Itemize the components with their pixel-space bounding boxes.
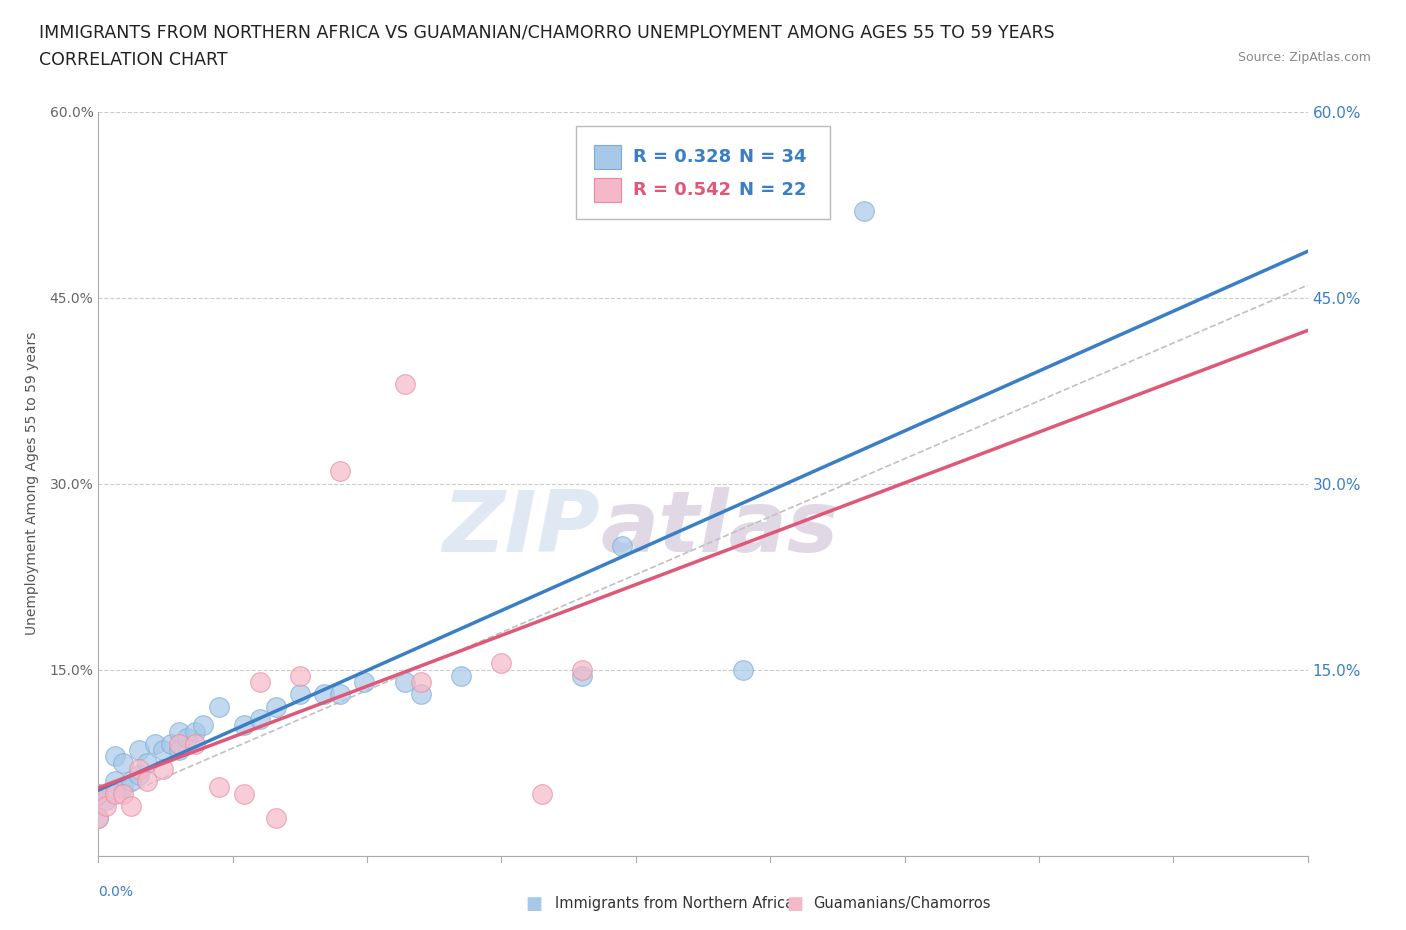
Point: [184, 724, 207, 739]
Text: atlas: atlas: [600, 486, 838, 570]
Point: [853, 204, 876, 219]
Point: [120, 774, 142, 789]
Point: [111, 755, 134, 770]
Point: [249, 674, 271, 689]
Point: [135, 774, 157, 789]
Point: [103, 749, 125, 764]
Point: [184, 737, 207, 751]
Point: [288, 669, 311, 684]
FancyBboxPatch shape: [576, 126, 830, 219]
Point: [450, 669, 472, 684]
Point: [103, 774, 125, 789]
Point: [167, 724, 190, 739]
Point: [288, 687, 311, 702]
Point: [208, 699, 231, 714]
Point: [232, 786, 254, 801]
Text: R = 0.328: R = 0.328: [633, 148, 731, 166]
Point: [160, 737, 183, 751]
Point: [135, 755, 157, 770]
Point: [96, 792, 118, 807]
Point: [409, 687, 432, 702]
Point: [394, 377, 416, 392]
Point: [208, 780, 231, 795]
Point: [96, 799, 118, 814]
Text: R = 0.542: R = 0.542: [633, 180, 731, 199]
Point: [103, 786, 125, 801]
Bar: [595, 178, 621, 202]
Point: [491, 656, 513, 671]
Point: [87, 786, 110, 801]
Text: 0.0%: 0.0%: [98, 885, 134, 899]
Point: [264, 811, 287, 826]
Point: [87, 811, 110, 826]
Point: [314, 687, 336, 702]
Text: ZIP: ZIP: [443, 486, 600, 570]
Point: [612, 538, 634, 553]
Point: [128, 762, 150, 777]
Point: [530, 786, 553, 801]
Text: N = 22: N = 22: [740, 180, 807, 199]
Text: Guamanians/Chamorros: Guamanians/Chamorros: [813, 897, 990, 911]
Point: [733, 662, 755, 677]
Point: [120, 799, 142, 814]
Point: [193, 718, 215, 733]
Point: [111, 780, 134, 795]
Bar: [595, 145, 621, 169]
Text: Source: ZipAtlas.com: Source: ZipAtlas.com: [1237, 51, 1371, 64]
Text: Immigrants from Northern Africa: Immigrants from Northern Africa: [555, 897, 794, 911]
Text: CORRELATION CHART: CORRELATION CHART: [39, 51, 228, 69]
Point: [167, 737, 190, 751]
Point: [329, 687, 352, 702]
Point: [152, 743, 174, 758]
Point: [111, 786, 134, 801]
Text: N = 34: N = 34: [740, 148, 807, 166]
Point: [249, 711, 271, 726]
Point: [409, 674, 432, 689]
Point: [264, 699, 287, 714]
Point: [176, 730, 198, 745]
Point: [571, 662, 593, 677]
Point: [128, 743, 150, 758]
Point: [353, 674, 375, 689]
Point: [329, 464, 352, 479]
Point: [571, 669, 593, 684]
Point: [143, 737, 166, 751]
Text: IMMIGRANTS FROM NORTHERN AFRICA VS GUAMANIAN/CHAMORRO UNEMPLOYMENT AMONG AGES 55: IMMIGRANTS FROM NORTHERN AFRICA VS GUAMA…: [39, 23, 1054, 41]
Point: [87, 786, 110, 801]
Point: [152, 762, 174, 777]
Point: [128, 767, 150, 782]
Point: [87, 811, 110, 826]
Text: ■: ■: [786, 895, 803, 913]
Text: ■: ■: [526, 895, 543, 913]
Point: [394, 674, 416, 689]
Y-axis label: Unemployment Among Ages 55 to 59 years: Unemployment Among Ages 55 to 59 years: [24, 332, 38, 635]
Point: [167, 743, 190, 758]
Point: [232, 718, 254, 733]
